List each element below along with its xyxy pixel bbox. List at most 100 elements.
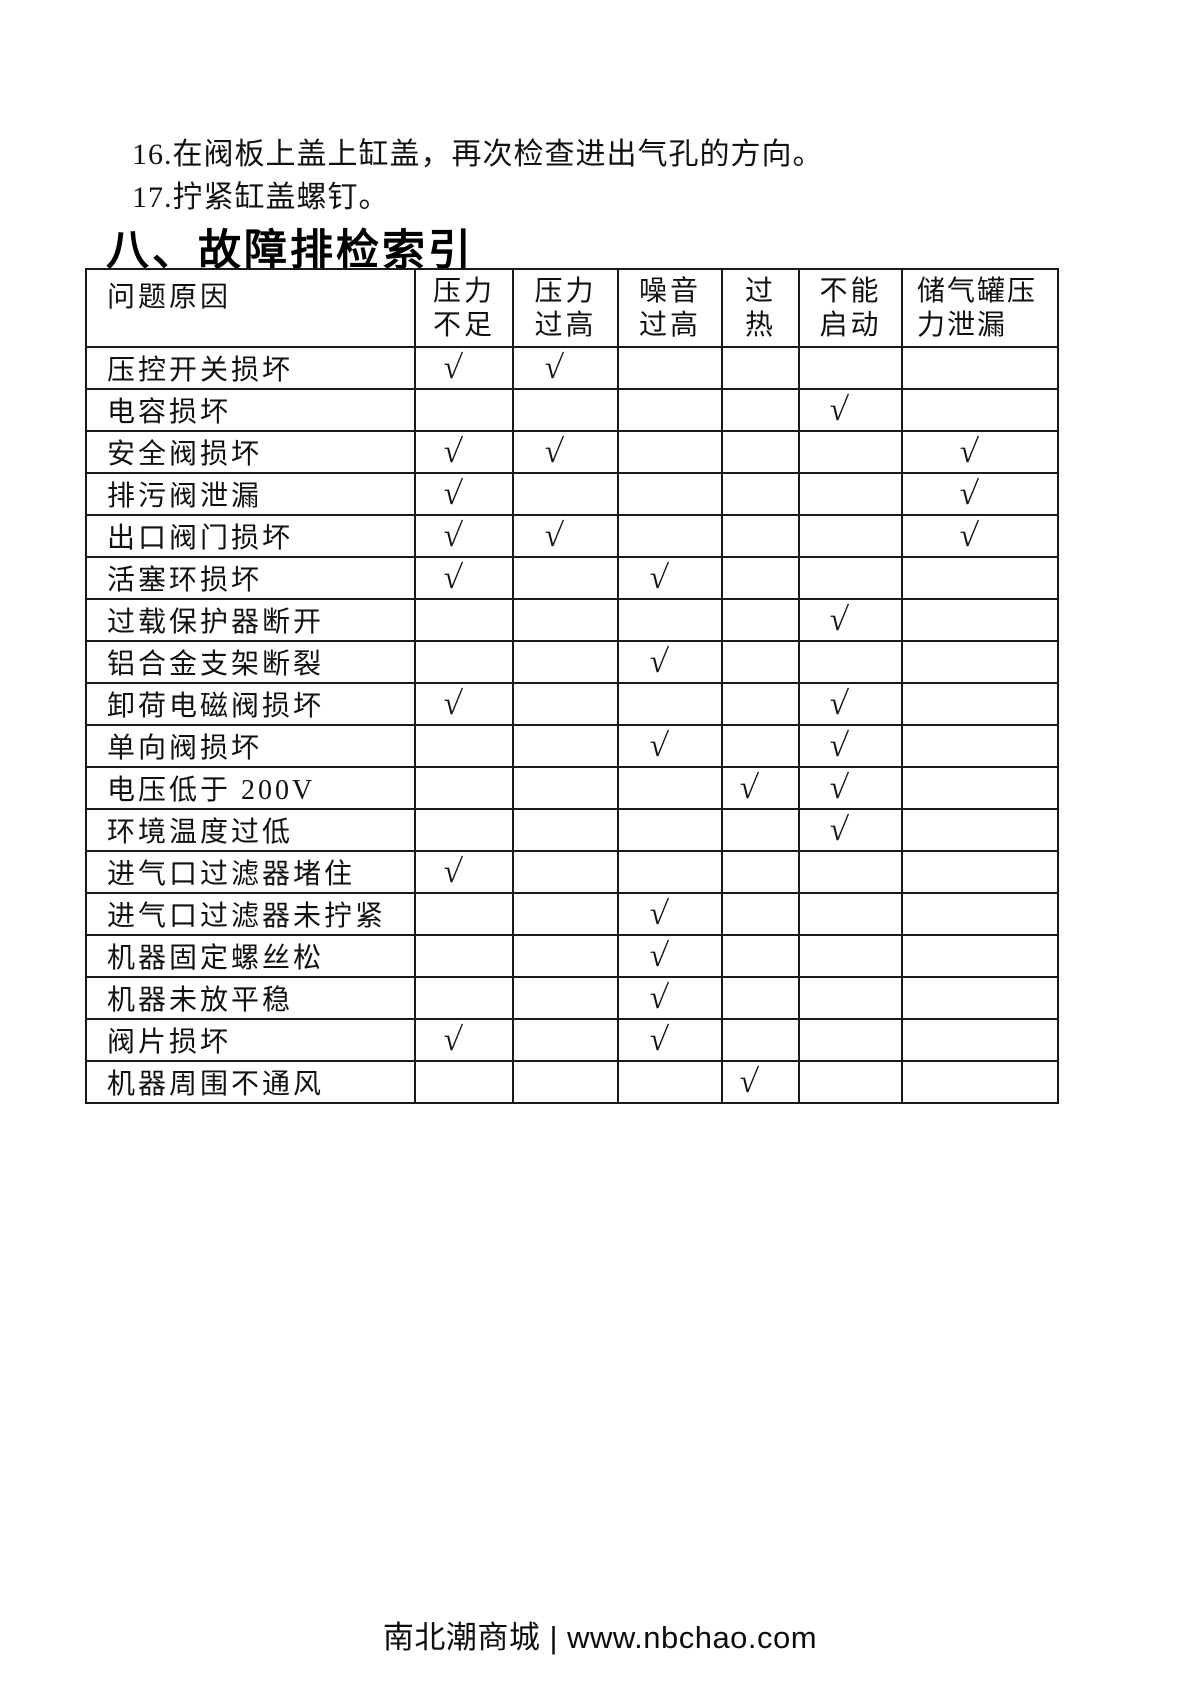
empty-cell <box>721 430 800 474</box>
check-mark: √ <box>957 475 980 512</box>
empty-cell <box>512 934 619 978</box>
table-row: 进气口过滤器堵住 √ <box>85 850 1059 894</box>
empty-cell <box>798 1060 903 1104</box>
check-mark-cell: √ <box>798 388 903 432</box>
header-line: 过高 <box>534 310 597 341</box>
column-header-overheat: 过 热 <box>721 268 800 348</box>
check-mark-cell: √ <box>414 346 514 390</box>
empty-cell <box>798 346 903 390</box>
cause-cell: 过载保护器断开 <box>85 598 416 642</box>
empty-cell <box>901 598 1059 642</box>
check-mark-cell: √ <box>414 682 514 726</box>
check-mark-cell: √ <box>617 934 723 978</box>
empty-cell <box>721 976 800 1020</box>
empty-cell <box>617 766 723 810</box>
check-mark-cell: √ <box>721 766 800 810</box>
empty-cell <box>512 976 619 1020</box>
empty-cell <box>414 724 514 768</box>
check-mark-cell: √ <box>512 430 619 474</box>
empty-cell <box>414 976 514 1020</box>
header-line: 不能 <box>819 276 882 307</box>
empty-cell <box>901 388 1059 432</box>
header-line: 力泄漏 <box>917 310 1008 341</box>
check-mark-cell: √ <box>414 850 514 894</box>
empty-cell <box>512 682 619 726</box>
empty-cell <box>617 430 723 474</box>
empty-cell <box>512 472 619 516</box>
empty-cell <box>414 388 514 432</box>
check-mark: √ <box>737 769 760 806</box>
table-header-row: 问题原因 压力 不足 压力 过高 噪音 过高 过 热 不能 启动 储气 <box>85 268 1059 348</box>
table-row: 排污阀泄漏 √ √ <box>85 472 1059 516</box>
check-mark: √ <box>647 559 670 596</box>
check-mark-cell: √ <box>901 472 1059 516</box>
check-mark: √ <box>542 349 565 386</box>
empty-cell <box>901 1060 1059 1104</box>
step-item-16: 16.在阀板上盖上缸盖，再次检查进出气孔的方向。 <box>132 138 824 171</box>
empty-cell <box>617 598 723 642</box>
table-row: 过载保护器断开 √ <box>85 598 1059 642</box>
table-row: 出口阀门损坏 √ √ √ <box>85 514 1059 558</box>
column-header-cause: 问题原因 <box>85 268 416 348</box>
empty-cell <box>512 556 619 600</box>
check-mark-cell: √ <box>798 598 903 642</box>
check-mark: √ <box>441 475 464 512</box>
check-mark-cell: √ <box>901 514 1059 558</box>
empty-cell <box>414 766 514 810</box>
empty-cell <box>617 808 723 852</box>
empty-cell <box>721 514 800 558</box>
check-mark: √ <box>827 727 850 764</box>
check-mark-cell: √ <box>901 430 1059 474</box>
check-mark: √ <box>647 727 670 764</box>
check-mark-cell: √ <box>414 556 514 600</box>
table-row: 环境温度过低 √ <box>85 808 1059 852</box>
header-line: 启动 <box>819 310 882 341</box>
check-mark: √ <box>441 853 464 890</box>
table-row: 机器周围不通风 √ <box>85 1060 1059 1104</box>
empty-cell <box>901 850 1059 894</box>
check-mark-cell: √ <box>414 472 514 516</box>
check-mark: √ <box>441 517 464 554</box>
table-row: 安全阀损坏 √ √ √ <box>85 430 1059 474</box>
column-header-pressure-high: 压力 过高 <box>512 268 619 348</box>
table-row: 铝合金支架断裂 √ <box>85 640 1059 684</box>
cause-cell: 单向阀损坏 <box>85 724 416 768</box>
empty-cell <box>512 766 619 810</box>
cause-cell: 电容损坏 <box>85 388 416 432</box>
check-mark-cell: √ <box>617 556 723 600</box>
header-line: 储气罐压 <box>917 276 1038 307</box>
empty-cell <box>721 346 800 390</box>
empty-cell <box>617 850 723 894</box>
empty-cell <box>617 388 723 432</box>
check-mark: √ <box>957 517 980 554</box>
step-item-17: 17.拧紧缸盖螺钉。 <box>132 181 390 214</box>
empty-cell <box>617 1060 723 1104</box>
check-mark: √ <box>441 1021 464 1058</box>
check-mark-cell: √ <box>798 682 903 726</box>
empty-cell <box>798 976 903 1020</box>
empty-cell <box>901 556 1059 600</box>
cause-cell: 电压低于 200V <box>85 766 416 810</box>
header-line: 过高 <box>638 310 701 341</box>
check-mark: √ <box>827 601 850 638</box>
empty-cell <box>721 388 800 432</box>
check-mark: √ <box>647 1021 670 1058</box>
empty-cell <box>617 346 723 390</box>
table-row: 卸荷电磁阀损坏 √ √ <box>85 682 1059 726</box>
empty-cell <box>721 556 800 600</box>
empty-cell <box>512 892 619 936</box>
empty-cell <box>512 640 619 684</box>
empty-cell <box>721 1018 800 1062</box>
empty-cell <box>798 472 903 516</box>
check-mark: √ <box>647 979 670 1016</box>
fault-index-table: 问题原因 压力 不足 压力 过高 噪音 过高 过 热 不能 启动 储气 <box>85 268 1059 1104</box>
column-header-pressure-low: 压力 不足 <box>414 268 514 348</box>
empty-cell <box>721 598 800 642</box>
check-mark: √ <box>827 811 850 848</box>
empty-cell <box>512 1060 619 1104</box>
check-mark-cell: √ <box>617 976 723 1020</box>
cause-cell: 进气口过滤器未拧紧 <box>85 892 416 936</box>
cause-cell: 机器周围不通风 <box>85 1060 416 1104</box>
cause-cell: 排污阀泄漏 <box>85 472 416 516</box>
table-row: 机器固定螺丝松 √ <box>85 934 1059 978</box>
